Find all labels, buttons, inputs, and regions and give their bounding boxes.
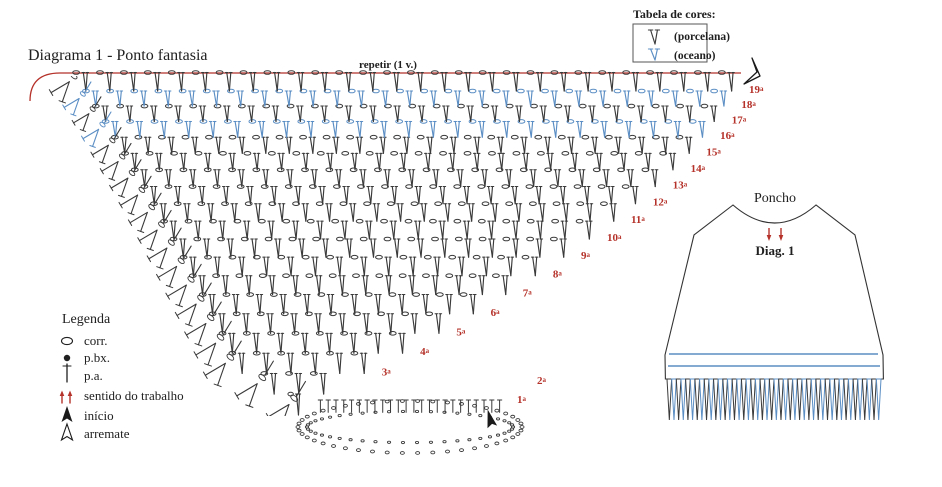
svg-text:Diagrama 1 - Ponto fantasia: Diagrama 1 - Ponto fantasia	[28, 47, 208, 64]
svg-text:repetir (1 v.): repetir (1 v.)	[359, 59, 417, 71]
svg-text:(porcelana): (porcelana)	[674, 31, 730, 43]
svg-text:Poncho: Poncho	[754, 191, 796, 206]
svg-text:sentido do trabalho: sentido do trabalho	[84, 388, 184, 403]
svg-text:p.bx.: p.bx.	[84, 350, 110, 365]
svg-text:Tabela de cores:: Tabela de cores:	[633, 7, 716, 21]
svg-text:(oceano): (oceano)	[674, 50, 716, 62]
svg-text:início: início	[84, 408, 114, 423]
svg-text:arremate: arremate	[84, 426, 130, 441]
svg-text:Legenda: Legenda	[62, 312, 111, 327]
svg-text:p.a.: p.a.	[84, 368, 103, 383]
svg-text:Diag. 1: Diag. 1	[756, 243, 795, 258]
svg-text:corr.: corr.	[84, 333, 107, 348]
